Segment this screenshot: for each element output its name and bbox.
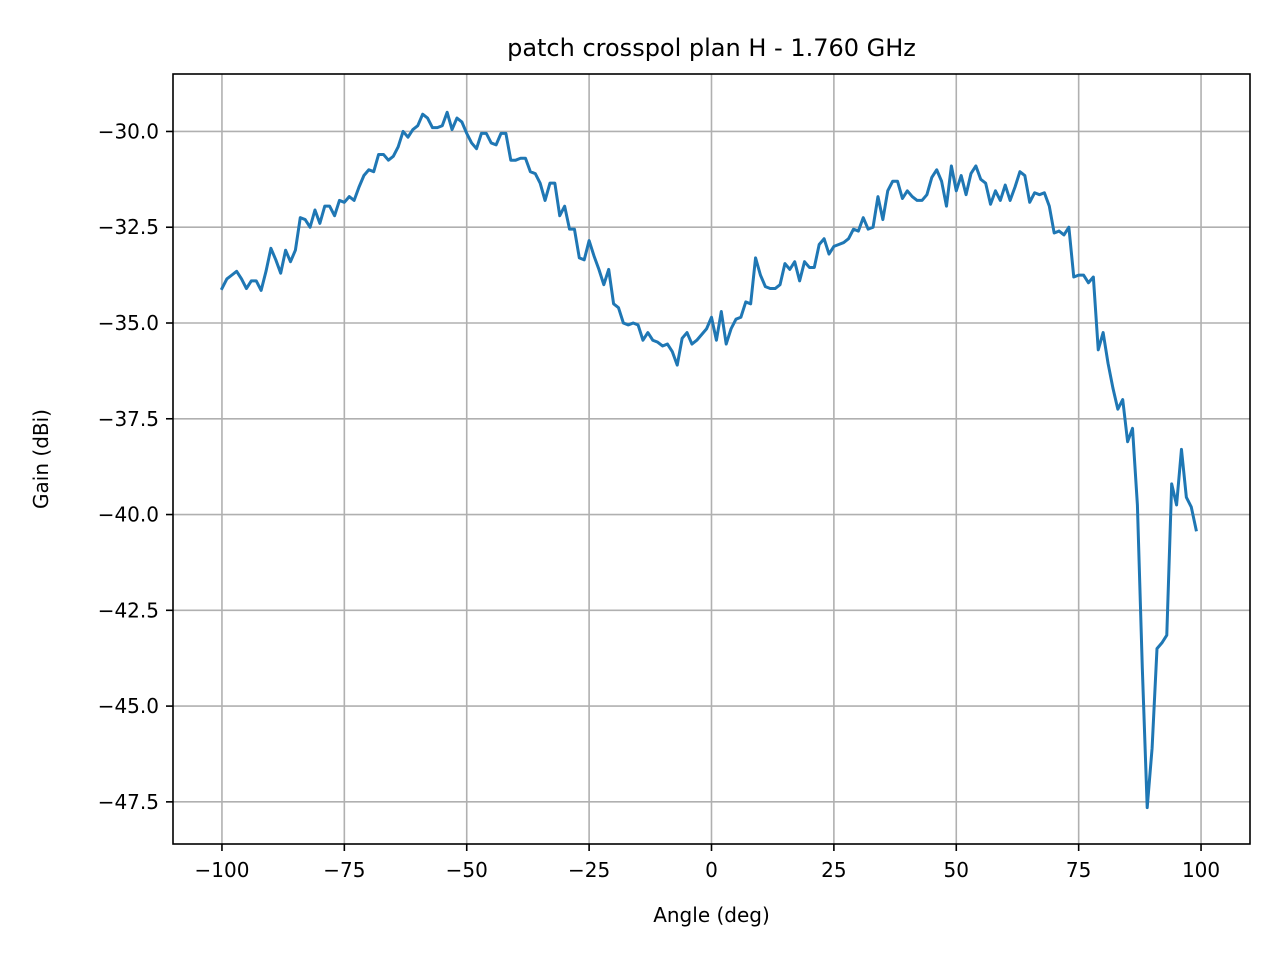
x-axis-label: Angle (deg) — [653, 903, 770, 927]
x-tick-label: −75 — [323, 858, 365, 882]
y-axis-label: Gain (dBi) — [29, 409, 53, 509]
x-tick-label: 0 — [705, 858, 718, 882]
y-tick-label: −37.5 — [98, 407, 159, 431]
grid-lines — [173, 74, 1250, 844]
y-tick-label: −40.0 — [98, 503, 159, 527]
y-tick-label: −42.5 — [98, 598, 159, 622]
axis-ticks: −100 −75 −50 −25 0 25 50 75 100 −30.0 −32.5 −35.0 −3… — [98, 119, 1220, 882]
y-tick-label: −30.0 — [98, 119, 159, 143]
y-tick-label: −35.0 — [98, 311, 159, 335]
x-tick-label: 50 — [944, 858, 969, 882]
series-line — [219, 110, 1198, 810]
y-tick-label: −47.5 — [98, 790, 159, 814]
x-tick-label: 25 — [821, 858, 846, 882]
x-tick-label: −50 — [446, 858, 488, 882]
y-tick-label: −45.0 — [98, 694, 159, 718]
series-lines — [219, 110, 1198, 810]
x-tick-label: 100 — [1182, 858, 1220, 882]
chart-title: patch crosspol plan H - 1.760 GHz — [507, 34, 916, 62]
x-tick-label: 75 — [1066, 858, 1091, 882]
x-tick-label: −25 — [568, 858, 610, 882]
y-tick-label: −32.5 — [98, 215, 159, 239]
x-tick-label: −100 — [194, 858, 249, 882]
